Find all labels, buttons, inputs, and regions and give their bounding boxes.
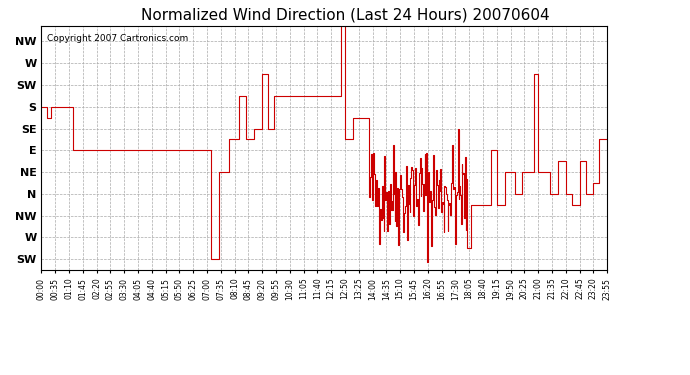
Text: Copyright 2007 Cartronics.com: Copyright 2007 Cartronics.com — [47, 34, 188, 43]
Text: Normalized Wind Direction (Last 24 Hours) 20070604: Normalized Wind Direction (Last 24 Hours… — [141, 8, 549, 22]
